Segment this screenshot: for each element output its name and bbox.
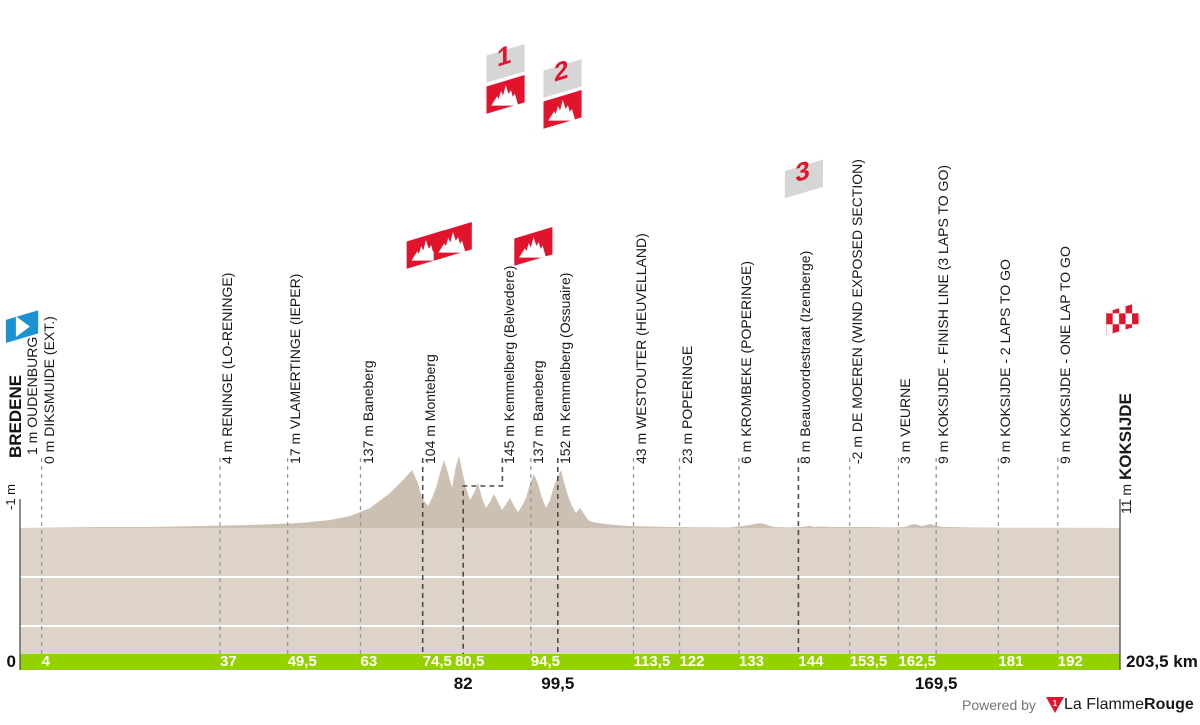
svg-text:3: 3 xyxy=(795,155,809,189)
svg-text:1: 1 xyxy=(497,39,512,73)
svg-text:2: 2 xyxy=(554,54,568,88)
svg-text:1: 1 xyxy=(1053,699,1058,708)
